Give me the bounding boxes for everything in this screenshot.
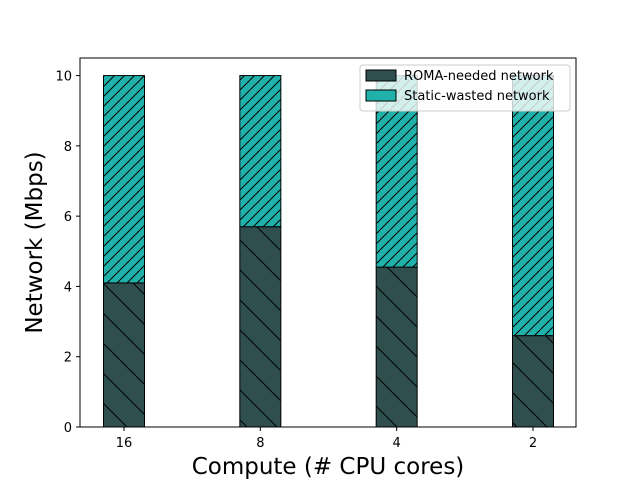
y-tick-label-8: 8 xyxy=(64,140,72,155)
y-tick-label-2: 2 xyxy=(64,351,72,366)
legend-label-static-wasted: Static-wasted network xyxy=(404,89,550,104)
x-tick-label-16: 16 xyxy=(116,436,133,451)
x-tick-label-8: 8 xyxy=(256,436,264,451)
bar-roma-needed-4-hatch xyxy=(375,266,418,428)
x-tick-label-4: 4 xyxy=(393,436,401,451)
y-tick-label-4: 4 xyxy=(64,280,72,295)
legend-label-roma-needed: ROMA-needed network xyxy=(404,69,554,84)
bar-static-wasted-8-hatch xyxy=(239,75,282,228)
bar-roma-needed-16-hatch xyxy=(103,282,145,428)
y-tick-label-10: 10 xyxy=(55,70,72,85)
y-axis-ticks: 0 2 4 6 8 10 xyxy=(55,70,80,436)
bars-group xyxy=(103,75,554,428)
bar-roma-needed-2-hatch xyxy=(512,335,554,428)
bar-static-wasted-16-hatch xyxy=(103,75,145,284)
bar-static-wasted-2-hatch xyxy=(512,75,554,337)
legend-swatch-static-wasted xyxy=(365,89,397,102)
x-tick-label-2: 2 xyxy=(529,436,537,451)
x-axis-title: Compute (# CPU cores) xyxy=(192,454,465,480)
bar-roma-needed-8-hatch xyxy=(239,226,282,428)
legend-swatch-roma-needed xyxy=(365,69,397,82)
legend: ROMA-needed network Static-wasted networ… xyxy=(359,64,571,112)
axes-frame xyxy=(79,57,577,428)
y-tick-label-0: 0 xyxy=(64,421,72,436)
x-axis-ticks: 16 8 4 2 xyxy=(116,427,537,451)
legend-box xyxy=(359,64,571,112)
y-axis-title: Network (Mbps) xyxy=(22,151,48,333)
y-tick-label-6: 6 xyxy=(64,210,72,225)
